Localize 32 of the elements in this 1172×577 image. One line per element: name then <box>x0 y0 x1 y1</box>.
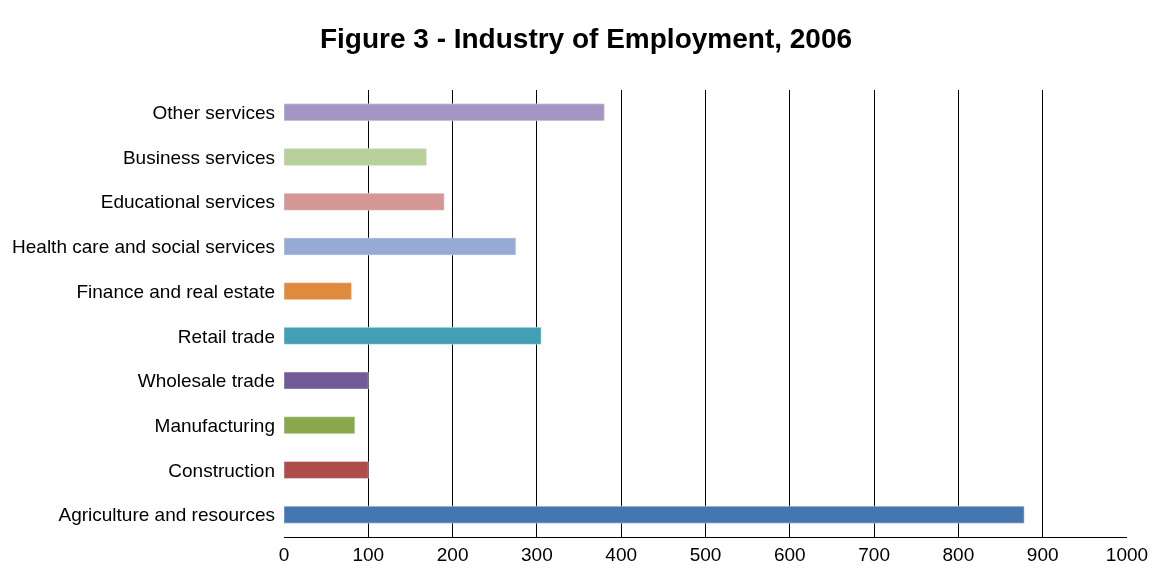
bar <box>284 282 352 300</box>
x-tick-label: 400 <box>605 543 638 565</box>
y-tick-label: Educational services <box>100 191 275 213</box>
chart-title: Figure 3 - Industry of Employment, 2006 <box>319 23 853 55</box>
x-tick-label: 800 <box>942 543 975 565</box>
bar <box>284 461 369 479</box>
y-tick-label: Finance and real estate <box>76 280 275 302</box>
x-tick-label: 900 <box>1026 543 1059 565</box>
bar <box>284 148 427 166</box>
y-tick-label: Agriculture and resources <box>58 504 275 526</box>
y-tick-label: Wholesale trade <box>137 370 275 392</box>
x-tick-label: 700 <box>858 543 890 565</box>
y-tick-label: Business services <box>122 146 275 168</box>
x-tick-label: 500 <box>689 543 722 565</box>
bar <box>284 505 1025 524</box>
bar <box>284 193 445 211</box>
bar <box>284 103 605 122</box>
y-tick-label: Health care and social services <box>12 236 275 258</box>
x-tick-label: 1000 <box>1105 543 1149 565</box>
bar <box>284 327 542 345</box>
x-tick-label: 600 <box>773 543 806 565</box>
bar <box>284 416 356 434</box>
x-tick-label: 0 <box>278 543 290 565</box>
x-tick-label: 300 <box>521 543 553 565</box>
x-tick-label: 100 <box>352 543 385 565</box>
y-tick-label: Retail trade <box>177 325 275 347</box>
y-tick-label: Other services <box>152 102 275 123</box>
bar <box>284 371 369 390</box>
x-tick-label: 200 <box>436 543 469 565</box>
bar <box>284 237 517 256</box>
y-tick-label: Construction <box>168 459 275 481</box>
y-tick-label: Manufacturing <box>154 414 275 436</box>
